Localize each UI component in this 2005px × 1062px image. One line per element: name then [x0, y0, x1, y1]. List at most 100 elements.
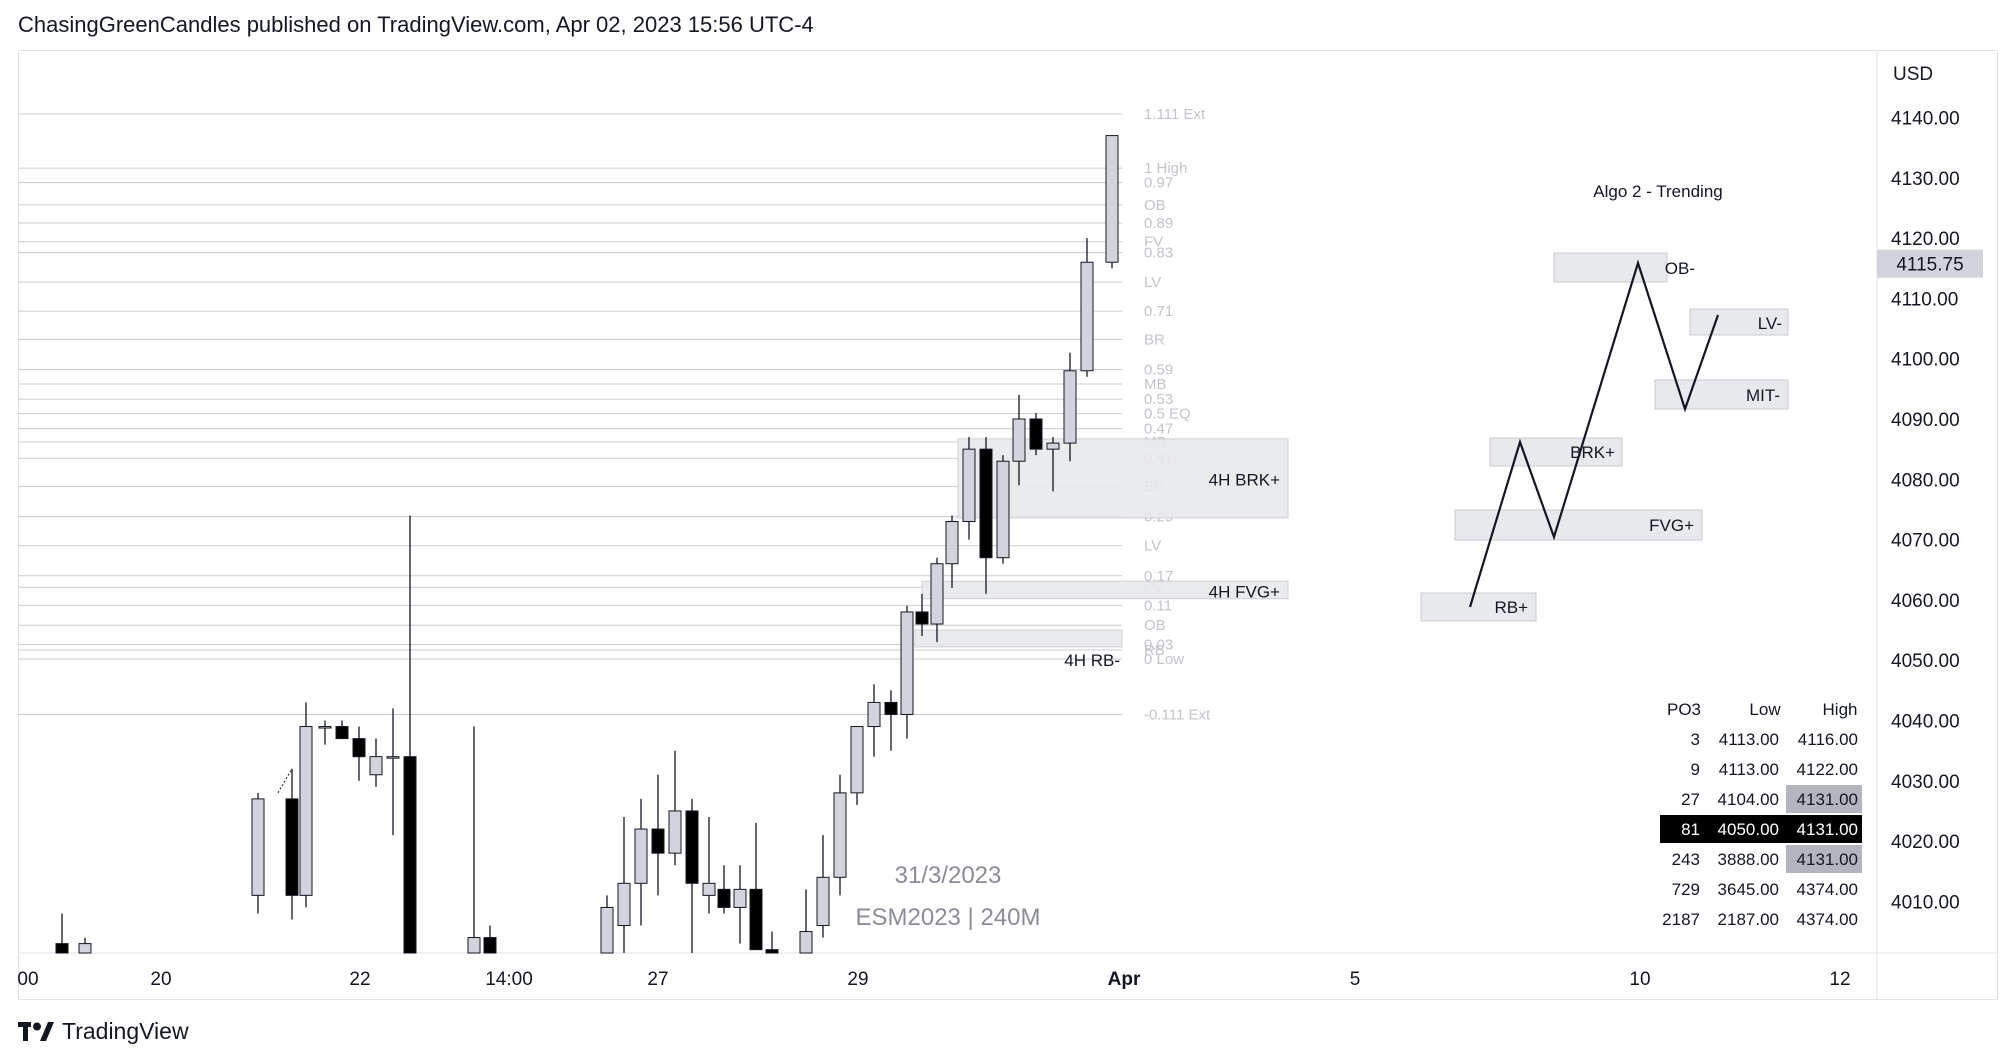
candle-bull	[1046, 442, 1060, 450]
price-tick: 4060.00	[1891, 591, 1960, 612]
fib-level-label: 0.53	[1144, 391, 1173, 408]
current-price-tag	[1877, 249, 1983, 278]
po3-cell: 27	[1681, 790, 1700, 809]
time-tick: 20	[150, 969, 171, 990]
candle-bull	[78, 943, 92, 954]
candles	[55, 135, 1119, 954]
po3-cell: 4131.00	[1797, 820, 1858, 839]
candle-bear	[651, 828, 665, 854]
po3-cell: 4374.00	[1797, 880, 1858, 899]
algo-box-ob	[1553, 252, 1668, 283]
time-tick: 14:00	[485, 969, 533, 990]
current-price-label: 4115.75	[1896, 255, 1963, 276]
price-tick: 4140.00	[1891, 109, 1960, 130]
po3-cell: 243	[1672, 850, 1700, 869]
watermark-date: 31/3/2023	[895, 862, 1002, 889]
po3-cell: 3	[1691, 730, 1700, 749]
po3-cell: 4374.00	[1797, 910, 1858, 929]
po3-table: PO3 Low High 3 4113.00 4116.00 9 4113.00 4122.00…	[1660, 700, 1862, 929]
candle-bear	[915, 611, 929, 625]
candle-bull	[386, 756, 400, 759]
zone-label: 4H RB-	[1064, 651, 1120, 670]
time-tick: 12	[1829, 969, 1850, 990]
candle-bull	[634, 828, 648, 884]
candle-bear	[884, 701, 898, 715]
price-tick: 4080.00	[1891, 470, 1960, 491]
candle-bull	[600, 906, 614, 954]
algo-path	[1468, 259, 1720, 608]
candle-bull	[299, 726, 313, 896]
fib-level-label: 0 Low	[1144, 651, 1184, 668]
fib-level-label: BR	[1144, 331, 1165, 348]
po3-cell: 4113.00	[1719, 760, 1779, 779]
po3-cell: 3645.00	[1718, 880, 1779, 899]
fib-level-label: 0.03	[1144, 637, 1173, 654]
candle-bear	[765, 949, 779, 954]
candle-bear	[285, 798, 299, 896]
po3-cell-highlight	[1786, 845, 1862, 873]
po3-cell: 9	[1691, 760, 1700, 779]
candle-bull	[1080, 261, 1094, 372]
price-tick: 4130.00	[1891, 169, 1960, 190]
time-tick: 5	[1350, 969, 1361, 990]
fib-level-label: 0.5 EQ	[1144, 406, 1191, 423]
candle-bear	[55, 943, 69, 954]
candle-bull	[867, 701, 881, 728]
watermark: 31/3/2023 ESM2023 | 240M	[855, 862, 1040, 931]
tradingview-brand: TradingView	[62, 1018, 189, 1044]
candle-bull	[833, 792, 847, 878]
po3-header: PO3	[1667, 700, 1701, 719]
price-tick: 4070.00	[1891, 531, 1960, 552]
po3-cell: 81	[1681, 820, 1700, 839]
candle-bear	[483, 937, 497, 954]
time-tick: Apr	[1108, 969, 1141, 990]
candle-bull	[668, 810, 682, 854]
price-tick: 4120.00	[1891, 229, 1960, 250]
candle-bull	[1105, 135, 1119, 263]
candle-bull	[816, 876, 830, 927]
po3-cell: 4050.00	[1718, 820, 1779, 839]
price-tick: 4110.00	[1891, 289, 1958, 310]
algo-label-lv: LV-	[1758, 314, 1782, 333]
price-tick: 4050.00	[1891, 651, 1960, 672]
candle-bear	[352, 738, 366, 758]
po3-cell: 4104.00	[1718, 790, 1779, 809]
candle-bull	[945, 521, 959, 565]
fib-level-label: LV	[1144, 538, 1161, 555]
tradingview-logo[interactable]: TradingView	[18, 1018, 189, 1045]
candle-bear	[685, 810, 699, 884]
candle-bull	[799, 931, 813, 954]
price-tick: 4030.00	[1891, 772, 1960, 793]
fib-level-label: OB	[1144, 197, 1166, 214]
fib-level-label: 1.111 Ext	[1144, 106, 1206, 123]
algo-title: Algo 2 - Trending	[1593, 182, 1722, 201]
po3-cell: 2187	[1662, 910, 1700, 929]
po3-cell: 3888.00	[1718, 850, 1779, 869]
price-tick: 4010.00	[1891, 892, 1960, 913]
algo-label-mit: MIT-	[1746, 386, 1780, 405]
candle-bull	[1063, 370, 1077, 444]
fib-level-label: RB	[1144, 642, 1165, 659]
po3-cell: 4116.00	[1798, 730, 1858, 749]
po3-cell: 4113.00	[1719, 730, 1779, 749]
candle-bear	[749, 888, 763, 951]
fib-level-label: 0.71	[1144, 303, 1173, 320]
po3-row-highlight	[1660, 815, 1862, 843]
fib-level-label: 0.97	[1144, 175, 1173, 192]
zone-box	[914, 629, 1123, 648]
candle-bull	[702, 882, 716, 896]
algo-label-fvg: FVG+	[1649, 516, 1694, 535]
algo-box-brk	[1489, 437, 1623, 467]
price-tick: 4100.00	[1891, 350, 1960, 371]
po3-header: High	[1823, 700, 1858, 719]
watermark-symbol: ESM2023 | 240M	[855, 904, 1040, 931]
dotted-connector	[277, 768, 293, 794]
po3-cell: 729	[1672, 880, 1700, 899]
fib-level-label: 0.59	[1144, 362, 1173, 379]
candle-bear	[979, 448, 993, 559]
time-tick: 22	[349, 969, 370, 990]
fib-level-label: -0.111 Ext	[1144, 706, 1211, 723]
po3-cell: 4131.00	[1797, 790, 1858, 809]
algo-label-ob: OB-	[1665, 259, 1695, 278]
